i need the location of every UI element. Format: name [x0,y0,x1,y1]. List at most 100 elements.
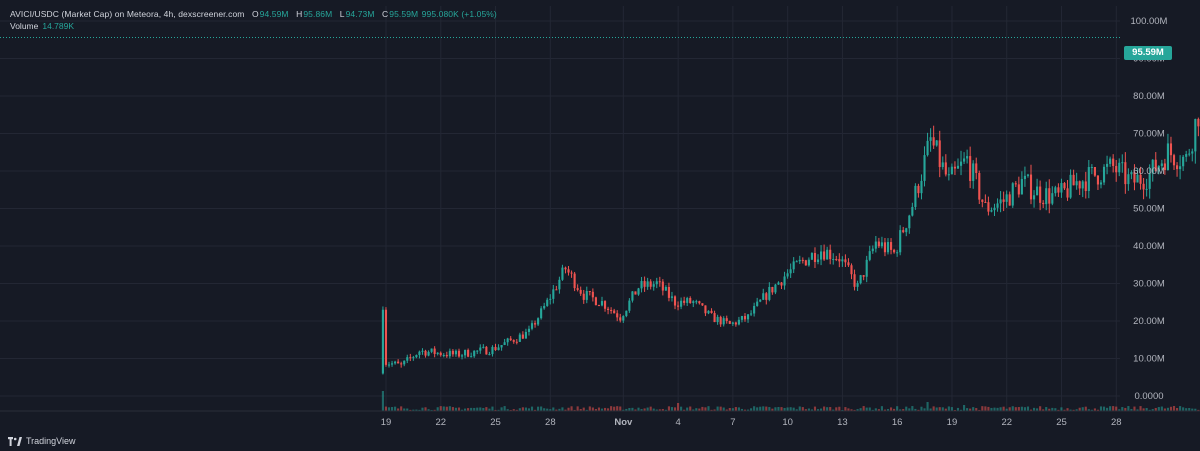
volume-bar [981,406,983,411]
candle-body [933,137,935,145]
candle-body [820,251,822,259]
candle-body [823,251,825,259]
volume-bar [668,406,670,411]
candle-body [388,365,390,366]
volume-bar [525,408,527,411]
volume-bar [838,407,840,411]
candle-body [631,291,633,300]
candle-body [403,361,405,365]
candle-body [969,156,971,181]
volume-bar [437,407,439,411]
symbol-title: AVICI/USDC (Market Cap) on Meteora, 4h, … [10,9,244,19]
candle-body [650,281,652,286]
candle-body [443,355,445,356]
candle-body [975,163,977,173]
volume-bar [720,407,722,411]
candle-body [507,338,509,342]
volume-bar [501,407,503,411]
change-value: 995.080K (+1.05%) [422,9,497,19]
price-axis[interactable]: 100.00M90.00M80.00M70.00M60.00M50.00M40.… [1131,16,1168,402]
candle-body [427,352,429,356]
candle-body [869,251,871,260]
candle-body [923,155,925,181]
volume-bar [723,408,725,411]
candle-body [945,162,947,174]
candle-body [1006,194,1008,202]
candle-body [896,252,898,253]
candle-body [780,283,782,286]
candle-body [838,259,840,261]
candle-body [1057,187,1059,192]
candle-body [561,268,563,280]
candle-body [1167,143,1169,170]
candle-body [491,347,493,354]
volume-bar [920,407,922,411]
candle-body [504,342,506,345]
volume-bar [674,407,676,411]
candle-body [418,352,420,355]
volume-bar [443,406,445,411]
candle-body [1143,184,1145,190]
candle-body [604,301,606,309]
candle-body [777,283,779,285]
candle-body [987,202,989,211]
candle-body [640,281,642,288]
candle-body [449,351,451,356]
candle-body [601,301,603,305]
time-tick-label: 25 [1056,417,1067,428]
volume-bar [561,407,563,411]
candle-body [589,291,591,292]
ohlc-legend: AVICI/USDC (Market Cap) on Meteora, 4h, … [10,9,497,19]
volume-bar [671,407,673,411]
volume-bar [449,406,451,411]
volume-bar [717,407,719,411]
volume-bar [790,407,792,411]
candle-body [510,338,512,340]
open-label: O [252,9,259,19]
volume-bar [382,391,384,411]
volume-bar [835,407,837,411]
volume-bar [911,406,913,411]
volume-bar [1127,406,1129,411]
time-axis[interactable]: 19 22 25 28 Nov 4 7 10 13 16 19 22 25 28 [381,417,1122,428]
time-tick-label: 19 [381,417,392,428]
candle-body [783,276,785,285]
candle-body [656,281,658,284]
volume-bar [619,406,621,411]
candle-body [914,186,916,207]
candle-body [1045,188,1047,204]
candle-body [911,207,913,216]
volume-bar [984,406,986,411]
price-tick-label: 80.00M [1133,91,1165,102]
candle-body [850,265,852,274]
candle-body [680,301,682,307]
candle-body [567,269,569,272]
candle-body [625,311,627,316]
candle-body [513,340,515,342]
time-tick-label: 25 [490,417,501,428]
candle-body [847,262,849,265]
tradingview-brand[interactable]: TradingView [8,436,76,446]
candle-body [1054,187,1056,193]
candle-body [415,355,417,357]
candle-body [555,289,557,290]
candle-body [887,242,889,252]
volume-bar [531,407,533,411]
candle-body [671,296,673,298]
volume-bar [774,407,776,411]
candle-body [546,300,548,306]
candle-body [1042,203,1044,204]
candle-body [1185,154,1187,157]
volume-bar [1045,407,1047,411]
candle-body [835,259,837,260]
candle-body [996,203,998,207]
candle-body [476,351,478,352]
candle-body [1100,182,1102,184]
candle-body [494,347,496,350]
candle-body [452,351,454,354]
candle-body [1130,172,1132,174]
volume-bar [951,407,953,411]
volume-bar [1082,407,1084,411]
